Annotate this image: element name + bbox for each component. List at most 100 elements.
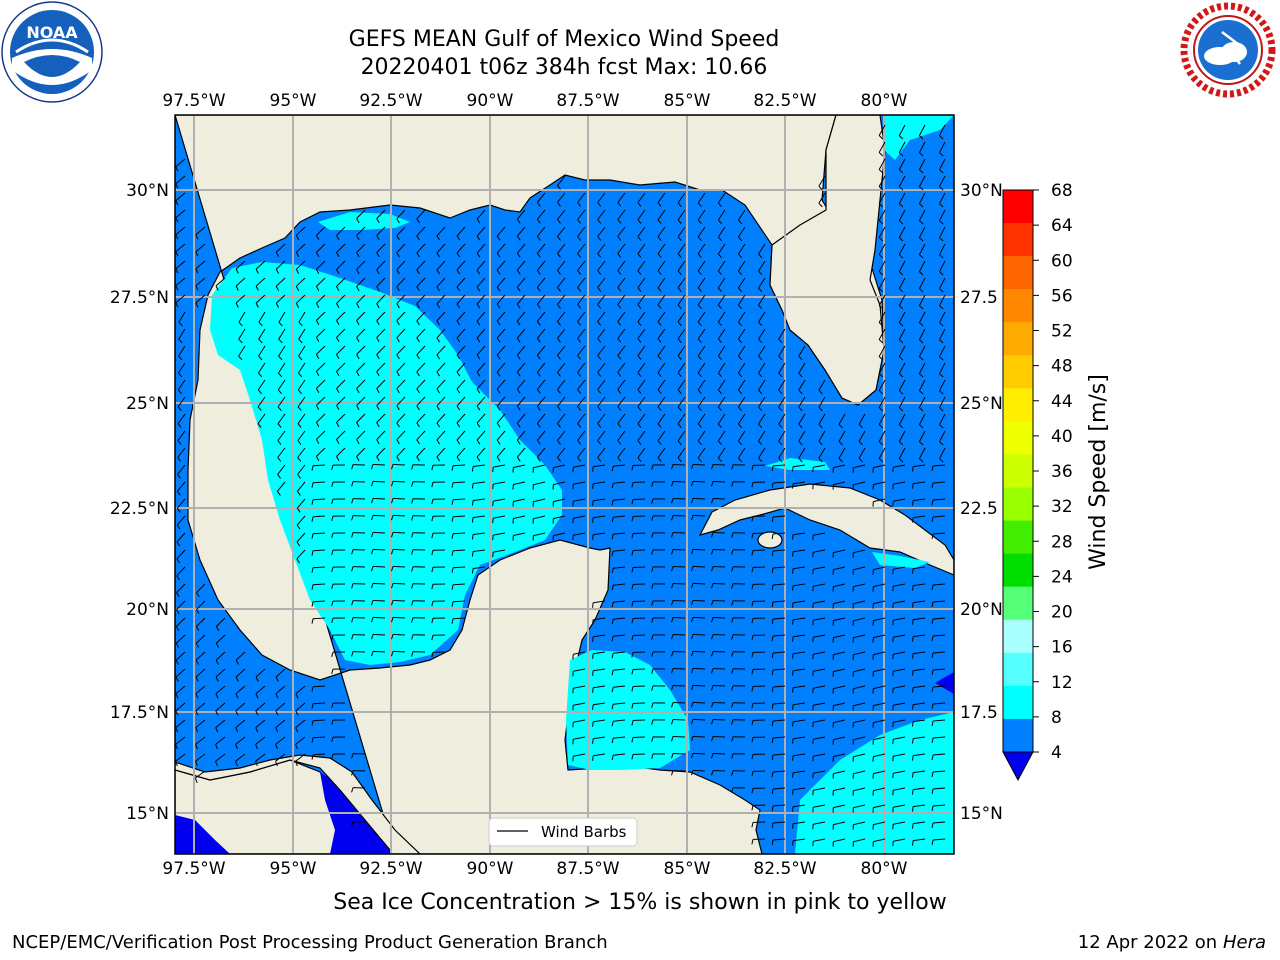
wind-barb-flag <box>771 686 774 693</box>
wind-barb-flag <box>275 710 279 716</box>
wind-barb-flag <box>298 321 303 327</box>
sea-ice-caption: Sea Ice Concentration > 15% is shown in … <box>333 890 947 915</box>
wind-barb-shaft <box>913 617 926 621</box>
wind-barb-shaft <box>452 549 466 552</box>
wind-barb-flag <box>792 585 794 591</box>
wind-barb-shaft <box>677 277 686 289</box>
wind-barb-flag <box>411 566 414 572</box>
wind-barb-shaft <box>632 719 646 721</box>
wind-barb-flag <box>617 270 622 275</box>
wind-barb-shaft <box>392 565 406 568</box>
wind-barb-flag <box>711 770 714 776</box>
wind-barb-flag <box>195 251 199 257</box>
wind-barb-shaft <box>898 413 906 425</box>
wind-barb-shaft <box>312 583 326 586</box>
wind-barb-shaft <box>215 736 226 745</box>
wind-barb-flag <box>356 456 360 462</box>
wind-barb-shaft <box>717 345 726 357</box>
lat-label-left: 27.5°N <box>110 288 169 308</box>
wind-barb-flag <box>396 235 400 241</box>
wind-barb-flag <box>175 744 178 750</box>
wind-barb-shaft <box>312 617 326 620</box>
wind-barb-shaft <box>697 396 706 408</box>
wind-barb-shaft <box>918 277 926 289</box>
wind-barb-flag <box>175 166 179 172</box>
wind-barb-flag <box>557 338 561 343</box>
wind-barb-flag <box>751 533 754 539</box>
wind-barb-shaft <box>932 702 946 705</box>
wind-barb-flag <box>451 550 454 556</box>
wind-barb-flag <box>651 481 654 487</box>
colorbar-segment <box>1003 454 1033 489</box>
wind-barb-shaft <box>577 294 586 305</box>
wind-barb-flag <box>792 789 794 795</box>
wind-barb-shaft <box>175 668 186 678</box>
wind-barb-shaft <box>932 736 946 739</box>
wind-barb-flag <box>691 600 694 606</box>
wind-barb-shaft <box>717 192 726 204</box>
wind-barb-flag <box>637 219 642 224</box>
wind-barb-shaft <box>637 243 646 254</box>
wind-barb-shaft <box>275 753 286 762</box>
wind-barb-shaft <box>793 736 806 740</box>
wind-barb-flag <box>637 304 642 309</box>
wind-barb-shaft <box>537 413 546 424</box>
wind-barb-shaft <box>533 532 546 537</box>
wind-barb-flag <box>297 474 302 479</box>
wind-barb-shaft <box>336 379 346 389</box>
wind-barb-flag <box>931 703 934 709</box>
wind-barb-shaft <box>516 379 526 390</box>
legend-label: Wind Barbs <box>541 823 627 841</box>
wind-barb-shaft <box>878 124 886 136</box>
wind-barb-flag <box>818 389 823 395</box>
wind-barb-shaft <box>932 804 946 807</box>
wind-barb-shaft <box>195 243 206 253</box>
wind-barb-flag <box>677 287 682 293</box>
wind-barb-flag <box>336 422 340 428</box>
wind-barb-flag <box>416 354 420 360</box>
land-florida <box>769 115 886 406</box>
wind-barb-shaft <box>257 396 266 408</box>
wind-barb-shaft <box>593 515 606 519</box>
wind-barb-flag <box>376 320 380 326</box>
wind-barb-shaft <box>613 668 626 671</box>
wind-barb-flag <box>838 441 843 446</box>
wind-barb-flag <box>697 338 702 344</box>
wind-barb-flag <box>939 339 944 344</box>
wind-barb-flag <box>919 322 924 327</box>
colorbar-segment <box>1003 520 1033 555</box>
wind-barb-shaft <box>195 668 206 678</box>
wind-barb-shaft <box>712 736 726 738</box>
wind-barb-flag <box>878 186 884 191</box>
lat-label-right: 17.5 <box>960 703 998 723</box>
wind-barb-flag <box>818 185 823 191</box>
wind-barb-flag <box>792 568 794 574</box>
wind-barb-flag <box>912 721 914 727</box>
wind-barb-shaft <box>613 617 626 620</box>
wind-barb-shaft <box>577 447 586 458</box>
wind-barb-shaft <box>712 532 726 534</box>
wind-barb-flag <box>898 373 904 378</box>
wind-barb-flag <box>315 269 320 274</box>
wind-barb-shaft <box>898 141 906 153</box>
wind-barb-shaft <box>853 804 866 809</box>
wind-barb-flag <box>476 405 481 411</box>
wind-barb-shaft <box>452 566 466 569</box>
wind-barb-flag <box>376 303 380 309</box>
wind-barb-shaft <box>216 617 226 627</box>
wind-barb-flag <box>492 484 494 490</box>
wind-barb-shaft <box>176 566 186 577</box>
wind-barb-flag <box>677 253 682 259</box>
wind-barb-flag <box>758 389 763 395</box>
wind-barb-shaft <box>898 226 906 238</box>
wind-barb-flag <box>878 322 884 327</box>
wind-barb-flag <box>898 441 904 446</box>
wind-barb-flag <box>919 407 924 412</box>
wind-barb-flag <box>516 269 521 275</box>
wind-barb-flag <box>311 601 314 607</box>
wind-barb-flag <box>597 338 602 343</box>
wind-barb-shaft <box>295 753 306 762</box>
wind-barb-flag <box>657 270 662 275</box>
wind-barb-shaft <box>175 702 186 712</box>
wind-barb-shaft <box>296 532 306 543</box>
